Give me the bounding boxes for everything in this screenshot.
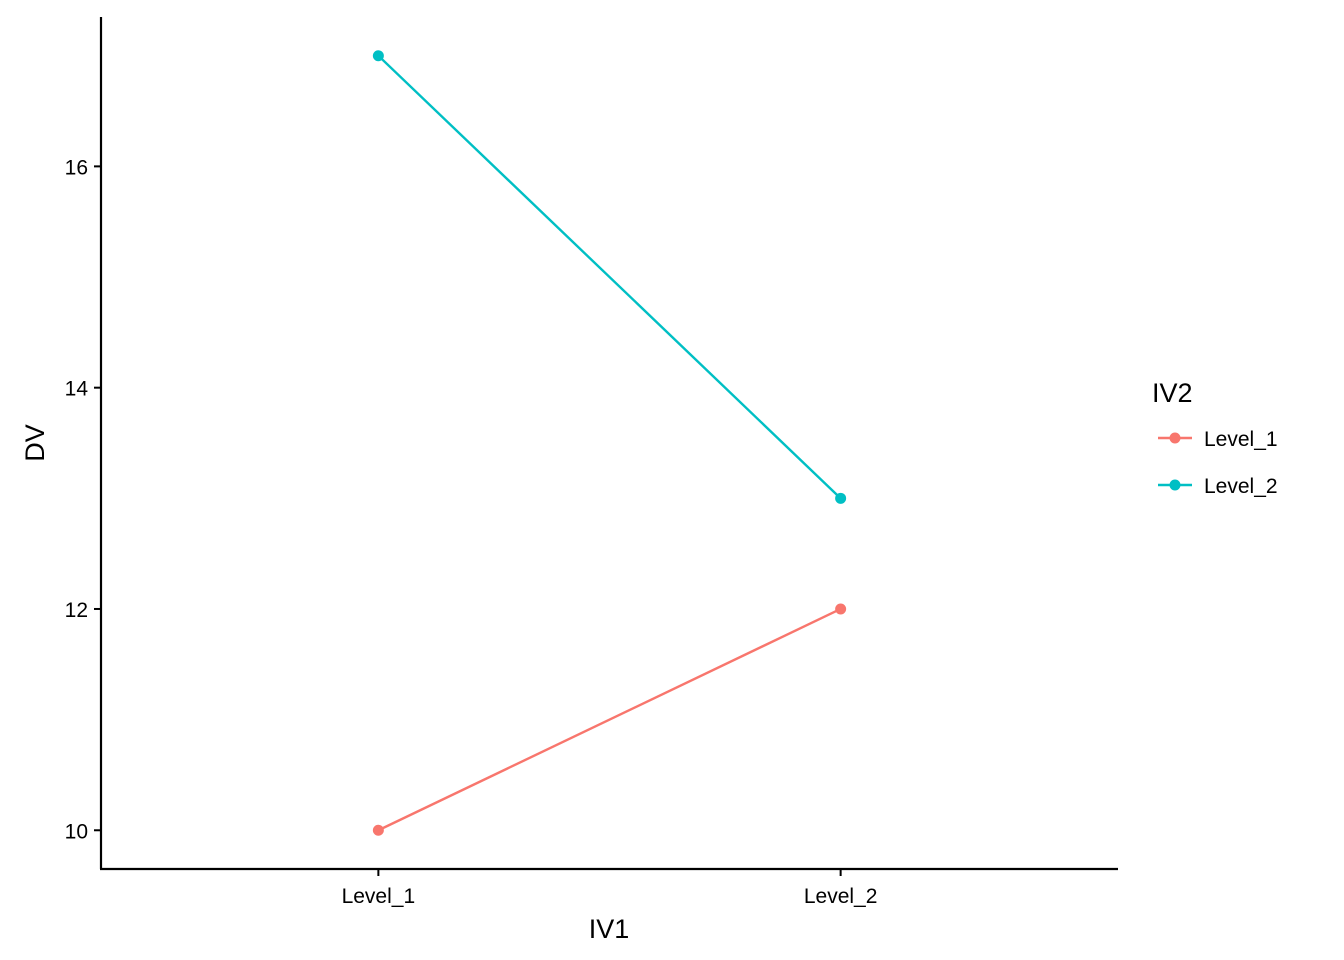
data-point	[835, 603, 847, 615]
x-tick-label: Level_2	[804, 885, 878, 908]
y-tick-label: 10	[65, 820, 88, 843]
plot-lines	[377, 54, 842, 832]
series-line	[377, 54, 842, 500]
y-tick-label: 12	[65, 599, 88, 622]
legend-label: Level_2	[1204, 475, 1278, 498]
x-tick-label: Level_1	[342, 885, 416, 908]
legend: IV2 Level_1 Level_2	[1152, 378, 1278, 498]
y-tick-label: 16	[65, 156, 88, 179]
legend-key-point	[1169, 479, 1181, 491]
data-point	[835, 492, 847, 504]
series-line	[377, 607, 842, 832]
plot-points	[372, 50, 847, 836]
legend-label: Level_1	[1204, 428, 1278, 451]
data-point	[372, 824, 384, 836]
legend-key-point	[1169, 432, 1181, 444]
x-axis-ticks: Level_1 Level_2	[342, 869, 878, 908]
legend-title: IV2	[1152, 378, 1193, 408]
y-axis-title: DV	[20, 424, 50, 462]
y-axis-ticks: 10 12 14 16	[65, 156, 101, 843]
data-point	[372, 50, 384, 62]
y-tick-label: 14	[65, 378, 89, 401]
x-axis-title: IV1	[589, 914, 630, 944]
